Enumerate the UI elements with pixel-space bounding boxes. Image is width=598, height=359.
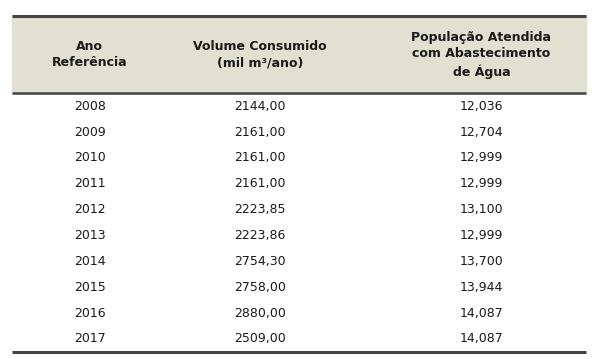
Text: 2758,00: 2758,00 bbox=[234, 281, 286, 294]
Text: 13,100: 13,100 bbox=[460, 203, 503, 216]
Text: 14,087: 14,087 bbox=[459, 332, 504, 345]
Text: 2144,00: 2144,00 bbox=[234, 100, 286, 113]
Text: 2010: 2010 bbox=[74, 151, 106, 164]
Text: 2880,00: 2880,00 bbox=[234, 307, 286, 320]
Text: 12,999: 12,999 bbox=[460, 151, 503, 164]
Text: 2509,00: 2509,00 bbox=[234, 332, 286, 345]
Text: 13,944: 13,944 bbox=[460, 281, 503, 294]
Text: 13,700: 13,700 bbox=[459, 255, 504, 268]
Text: 12,999: 12,999 bbox=[460, 229, 503, 242]
Text: 2009: 2009 bbox=[74, 126, 106, 139]
Text: 2008: 2008 bbox=[74, 100, 106, 113]
Text: 2014: 2014 bbox=[74, 255, 105, 268]
Text: 12,999: 12,999 bbox=[460, 177, 503, 190]
Text: 12,704: 12,704 bbox=[460, 126, 503, 139]
Text: 2161,00: 2161,00 bbox=[234, 177, 286, 190]
Text: 2016: 2016 bbox=[74, 307, 105, 320]
Text: 2161,00: 2161,00 bbox=[234, 151, 286, 164]
Text: População Atendida
com Abastecimento
de Água: População Atendida com Abastecimento de … bbox=[411, 31, 551, 79]
Text: 2017: 2017 bbox=[74, 332, 106, 345]
Text: 14,087: 14,087 bbox=[459, 307, 504, 320]
Text: 2223,86: 2223,86 bbox=[234, 229, 286, 242]
Text: 2011: 2011 bbox=[74, 177, 105, 190]
Text: 2015: 2015 bbox=[74, 281, 106, 294]
Text: 2223,85: 2223,85 bbox=[234, 203, 286, 216]
Text: 2012: 2012 bbox=[74, 203, 105, 216]
Text: 12,036: 12,036 bbox=[460, 100, 503, 113]
Text: 2161,00: 2161,00 bbox=[234, 126, 286, 139]
Bar bbox=[12, 16, 586, 93]
Text: 2754,30: 2754,30 bbox=[234, 255, 286, 268]
Text: Ano
Referência: Ano Referência bbox=[52, 40, 127, 70]
Text: Volume Consumido
(mil m³/ano): Volume Consumido (mil m³/ano) bbox=[193, 40, 327, 70]
Text: 2013: 2013 bbox=[74, 229, 105, 242]
